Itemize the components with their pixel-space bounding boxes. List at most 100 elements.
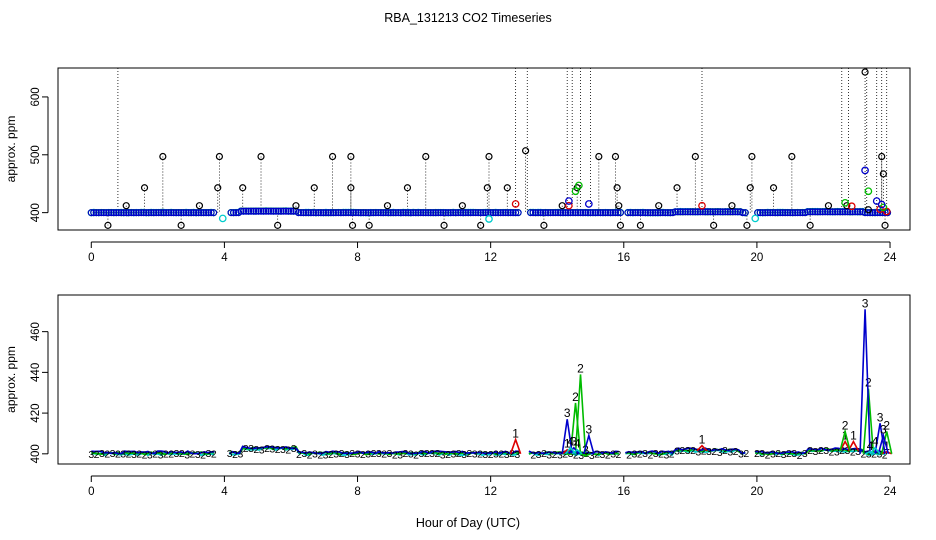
- series-3-point-label: 3: [564, 406, 571, 420]
- baseline-marker-blue: [362, 209, 370, 217]
- baseline-marker-blue: [761, 209, 769, 217]
- baseline-series-label: 3: [791, 448, 797, 460]
- baseline-series-label: 2: [296, 449, 302, 461]
- baseline-marker-blue: [631, 209, 639, 217]
- spike-marker: [728, 202, 736, 210]
- baseline-series-label: 3: [536, 449, 542, 461]
- baseline-marker-blue: [654, 209, 662, 217]
- baseline-marker-blue: [317, 209, 325, 217]
- baseline-series-label: 3: [653, 448, 659, 460]
- baseline-marker-blue: [544, 209, 552, 217]
- baseline-marker-blue: [339, 209, 347, 217]
- baseline-series-label: 3: [206, 448, 212, 460]
- baseline-marker-blue: [147, 209, 155, 217]
- baseline-marker-blue: [207, 209, 215, 217]
- top-plot-frame: [57, 67, 911, 231]
- baseline-series-label: 3: [333, 448, 339, 460]
- baseline-marker-blue: [636, 209, 644, 217]
- baseline-marker-blue: [457, 209, 465, 217]
- baseline-marker-blue: [831, 208, 839, 216]
- baseline-marker-blue: [814, 208, 822, 216]
- spike-marker: [788, 152, 796, 161]
- spike-marker: [824, 202, 833, 210]
- baseline-marker-blue: [172, 209, 180, 217]
- baseline-marker-blue: [107, 209, 115, 217]
- spike-marker: [611, 152, 620, 161]
- spike-marker: [347, 152, 355, 161]
- baseline-marker-blue: [210, 209, 218, 217]
- baseline-series-label: 3: [674, 445, 680, 457]
- series-2-point-label: 2: [842, 418, 849, 432]
- bottom-y-tick-label: 400: [30, 444, 42, 463]
- baseline-marker-blue: [150, 209, 158, 217]
- baseline-series-label: 2: [477, 448, 483, 460]
- baseline-series-label: 3: [397, 450, 403, 462]
- baseline-marker-blue: [576, 209, 585, 217]
- baseline-series-label: 2: [690, 445, 696, 457]
- baseline-series-label: 2: [94, 449, 100, 461]
- baseline-marker-blue: [701, 208, 709, 216]
- baseline-series-label: 3: [568, 448, 574, 460]
- baseline-marker-blue: [392, 209, 400, 217]
- bottom-x-tick-label: 4: [221, 486, 228, 498]
- baseline-marker-blue: [127, 209, 135, 217]
- baseline-series-label: 3: [834, 446, 840, 458]
- baseline-marker-blue: [322, 209, 330, 217]
- baseline-marker-blue: [474, 209, 482, 217]
- baseline-marker-blue: [170, 209, 178, 217]
- baseline-series-label: 2: [190, 449, 196, 461]
- baseline-marker-blue: [352, 209, 360, 217]
- baseline-marker-blue: [367, 209, 375, 217]
- baseline-series-label: 2: [424, 448, 430, 460]
- series-3-marker: [565, 197, 573, 205]
- top-panel-scatter: 0 4 8 12 16 20 24 400 500 600 approx. ppm: [4, 67, 911, 264]
- bottom-x-tick-label: 0: [88, 486, 94, 498]
- baseline-marker-blue: [95, 209, 103, 217]
- top-x-tick-label: 20: [751, 252, 764, 264]
- baseline-series-label: 2: [392, 450, 398, 462]
- baseline-marker-blue: [342, 209, 350, 217]
- baseline-marker-blue: [100, 209, 108, 217]
- baseline-marker-blue: [766, 209, 774, 217]
- series-3-point-label: 3: [880, 422, 887, 436]
- spike-marker: [743, 221, 751, 229]
- baseline-marker-blue: [819, 208, 827, 216]
- series-3-spike: [859, 309, 871, 454]
- baseline-marker-blue: [527, 209, 535, 217]
- series-1-point-label: 1: [512, 427, 519, 441]
- top-x-axis: 0 4 8 12 16 20 24: [88, 241, 897, 264]
- baseline-marker-blue: [804, 208, 812, 216]
- spike-marker: [746, 184, 754, 192]
- spike-marker: [347, 184, 355, 192]
- baseline-marker-blue: [152, 209, 160, 217]
- baseline-marker-blue: [197, 209, 205, 217]
- baseline-marker-blue: [764, 209, 772, 217]
- series-1-marker: [698, 201, 706, 210]
- baseline-marker-blue: [409, 209, 417, 217]
- top-x-tick-label: 4: [221, 252, 228, 264]
- baseline-series-label: 3: [158, 450, 164, 462]
- baseline-marker-blue: [629, 209, 637, 217]
- baseline-marker-blue: [227, 209, 235, 217]
- baseline-marker-blue: [374, 209, 382, 217]
- baseline-marker-blue: [774, 209, 782, 217]
- baseline-marker-blue: [302, 209, 310, 217]
- baseline-series-label: 3: [259, 445, 265, 457]
- spike-marker: [177, 221, 185, 229]
- top-x-tick-label: 12: [484, 252, 497, 264]
- baseline-marker-blue: [806, 208, 814, 216]
- baseline-marker-blue: [606, 209, 615, 217]
- baseline-series-label: 2: [381, 449, 387, 461]
- bottom-x-tick-label: 12: [484, 486, 497, 498]
- spike-marker: [274, 221, 282, 229]
- baseline-marker-blue: [674, 208, 682, 216]
- baseline-marker-blue: [614, 209, 622, 217]
- baseline-series-label: 3: [504, 449, 510, 461]
- spike-marker: [503, 184, 511, 192]
- spike-marker: [655, 202, 663, 210]
- baseline-series-label: 3: [323, 449, 329, 461]
- baseline-marker-blue: [586, 209, 595, 217]
- baseline-marker-blue: [162, 209, 170, 217]
